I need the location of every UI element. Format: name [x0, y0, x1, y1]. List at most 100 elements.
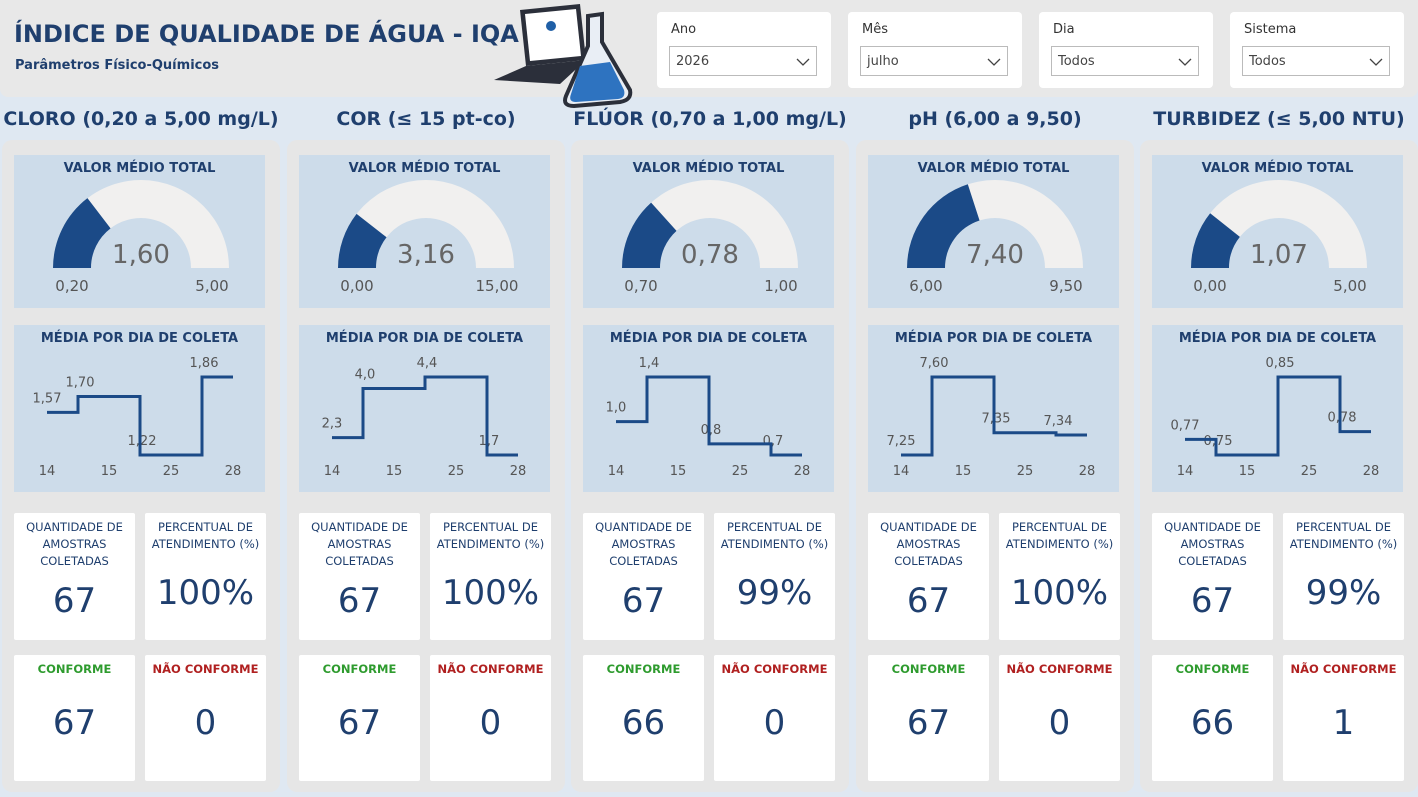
- data-label: 0,7: [763, 434, 784, 449]
- chevron: [796, 58, 810, 66]
- filter-card: Mês julho: [848, 12, 1022, 88]
- conforme-card-label: CONFORME: [322, 662, 397, 676]
- gauge-track: [622, 180, 798, 268]
- percent-card-value: 99%: [1305, 573, 1382, 613]
- samples-card: QUANTIDADE DE AMOSTRAS COLETADAS 67: [1152, 513, 1273, 640]
- x-tick-label: 28: [1363, 464, 1380, 479]
- samples-card-value: 67: [337, 581, 382, 621]
- nao-conforme-card-value: 0: [479, 703, 502, 743]
- x-tick-label: 15: [386, 464, 403, 479]
- samples-card-value: 67: [906, 581, 951, 621]
- samples-card: QUANTIDADE DE AMOSTRAS COLETADAS 67: [299, 513, 420, 640]
- line-card: MÉDIA POR DIA DE COLETA 14 15 25 28 1,57 1,70 1…: [14, 325, 265, 492]
- filter-label: Ano: [671, 22, 697, 37]
- conforme-card: CONFORME 66: [1152, 655, 1273, 781]
- step-line: [901, 375, 1087, 457]
- data-label: 1,7: [479, 434, 500, 449]
- percent-card-value: 100%: [441, 573, 540, 613]
- data-label: 0,8: [701, 423, 722, 438]
- samples-card-label: QUANTIDADE DE AMOSTRAS COLETADAS: [1164, 520, 1261, 568]
- filter-dropdown[interactable]: 2026: [669, 46, 817, 76]
- data-label: 4,4: [417, 356, 438, 371]
- dropdown-arrow: [1178, 58, 1192, 66]
- x-tick-label: 14: [608, 464, 625, 479]
- panel-title: FLÚOR (0,70 a 1,00 mg/L): [573, 108, 847, 130]
- percent-card-label: PERCENTUAL DE ATENDIMENTO (%): [151, 520, 260, 551]
- line-card: MÉDIA POR DIA DE COLETA 14 15 25 28 1,0 1,4 0,8…: [583, 325, 834, 492]
- panel-title: pH (6,00 a 9,50): [908, 108, 1082, 130]
- filter-dropdown[interactable]: Todos: [1242, 46, 1390, 76]
- conforme-card-label: CONFORME: [891, 662, 966, 676]
- nao-conforme-card: NÃO CONFORME 0: [714, 655, 835, 781]
- panel-title: COR (≤ 15 pt-co): [336, 108, 516, 130]
- conforme-card: CONFORME 67: [14, 655, 135, 781]
- samples-card-value: 67: [621, 581, 666, 621]
- gauge-min: 6,00: [909, 277, 942, 295]
- filter-card: Dia Todos: [1039, 12, 1213, 88]
- dropdown-arrow: [796, 58, 810, 66]
- gauge-value: 3,16: [397, 240, 455, 270]
- gauge-title: VALOR MÉDIO TOTAL: [1202, 160, 1354, 176]
- percent-card: PERCENTUAL DE ATENDIMENTO (%) 99%: [714, 513, 835, 640]
- gauge-value: 1,60: [112, 240, 170, 270]
- gauge-title: VALOR MÉDIO TOTAL: [349, 160, 501, 176]
- percent-card-label: PERCENTUAL DE ATENDIMENTO (%): [1289, 520, 1398, 551]
- data-label: 7,60: [920, 356, 949, 371]
- nao-conforme-card: NÃO CONFORME 1: [1283, 655, 1404, 781]
- filter-dropdown[interactable]: Todos: [1051, 46, 1199, 76]
- nao-conforme-card-value: 1: [1332, 703, 1355, 743]
- gauge-card: VALOR MÉDIO TOTAL 0,78 0,70 1,00: [583, 155, 834, 308]
- nao-conforme-card-label: NÃO CONFORME: [721, 662, 828, 676]
- x-tick-label: 25: [1301, 464, 1318, 479]
- chevron: [1369, 58, 1383, 66]
- percent-card-label: PERCENTUAL DE ATENDIMENTO (%): [720, 520, 829, 551]
- conforme-card-value: 67: [337, 703, 382, 743]
- conforme-card: CONFORME 66: [583, 655, 704, 781]
- dropdown-arrow: [1369, 58, 1383, 66]
- gauge-min: 0,00: [1193, 277, 1226, 295]
- data-label: 0,77: [1171, 418, 1200, 433]
- line-card: MÉDIA POR DIA DE COLETA 14 15 25 28 7,25 7,60 7…: [868, 325, 1119, 492]
- percent-card-value: 99%: [736, 573, 813, 613]
- data-label: 7,34: [1044, 414, 1073, 429]
- gauge-card: VALOR MÉDIO TOTAL 1,60 0,20 5,00: [14, 155, 265, 308]
- filter-dropdown[interactable]: julho: [860, 46, 1008, 76]
- x-tick-label: 25: [732, 464, 749, 479]
- chevron: [987, 58, 1001, 66]
- nao-conforme-card-value: 0: [194, 703, 217, 743]
- x-tick-label: 15: [955, 464, 972, 479]
- nao-conforme-card-label: NÃO CONFORME: [1006, 662, 1113, 676]
- nao-conforme-card-value: 0: [1048, 703, 1071, 743]
- gauge-title: VALOR MÉDIO TOTAL: [918, 160, 1070, 176]
- page-title: ÍNDICE DE QUALIDADE DE ÁGUA - IQA: [14, 20, 519, 48]
- data-label: 1,4: [639, 356, 660, 371]
- nao-conforme-card: NÃO CONFORME 0: [999, 655, 1120, 781]
- data-label: 7,35: [982, 412, 1011, 427]
- gauge-value: 0,78: [681, 240, 739, 270]
- conforme-card-label: CONFORME: [606, 662, 681, 676]
- line-card: MÉDIA POR DIA DE COLETA 14 15 25 28 2,3 4,0 4,4…: [299, 325, 550, 492]
- step-line: [47, 375, 233, 457]
- gauge-track: [1191, 180, 1367, 268]
- gauge-fill: [907, 184, 980, 268]
- percent-card: PERCENTUAL DE ATENDIMENTO (%) 100%: [999, 513, 1120, 640]
- conforme-card: CONFORME 67: [299, 655, 420, 781]
- data-label: 1,70: [66, 376, 95, 391]
- gauge-max: 9,50: [1049, 277, 1082, 295]
- samples-card-value: 67: [1190, 581, 1235, 621]
- gauge-max: 15,00: [476, 277, 519, 295]
- nao-conforme-card: NÃO CONFORME 0: [430, 655, 551, 781]
- line-title: MÉDIA POR DIA DE COLETA: [895, 330, 1092, 346]
- line-title: MÉDIA POR DIA DE COLETA: [610, 330, 807, 346]
- samples-card: QUANTIDADE DE AMOSTRAS COLETADAS 67: [868, 513, 989, 640]
- x-tick-label: 15: [101, 464, 118, 479]
- samples-card: QUANTIDADE DE AMOSTRAS COLETADAS 67: [14, 513, 135, 640]
- panel-title: CLORO (0,20 a 5,00 mg/L): [3, 108, 279, 130]
- page-subtitle: Parâmetros Físico-Químicos: [15, 58, 220, 73]
- nao-conforme-card-label: NÃO CONFORME: [437, 662, 544, 676]
- gauge-min: 0,00: [340, 277, 373, 295]
- nao-conforme-card-value: 0: [763, 703, 786, 743]
- gauge-min: 0,70: [624, 277, 657, 295]
- line-title: MÉDIA POR DIA DE COLETA: [1179, 330, 1376, 346]
